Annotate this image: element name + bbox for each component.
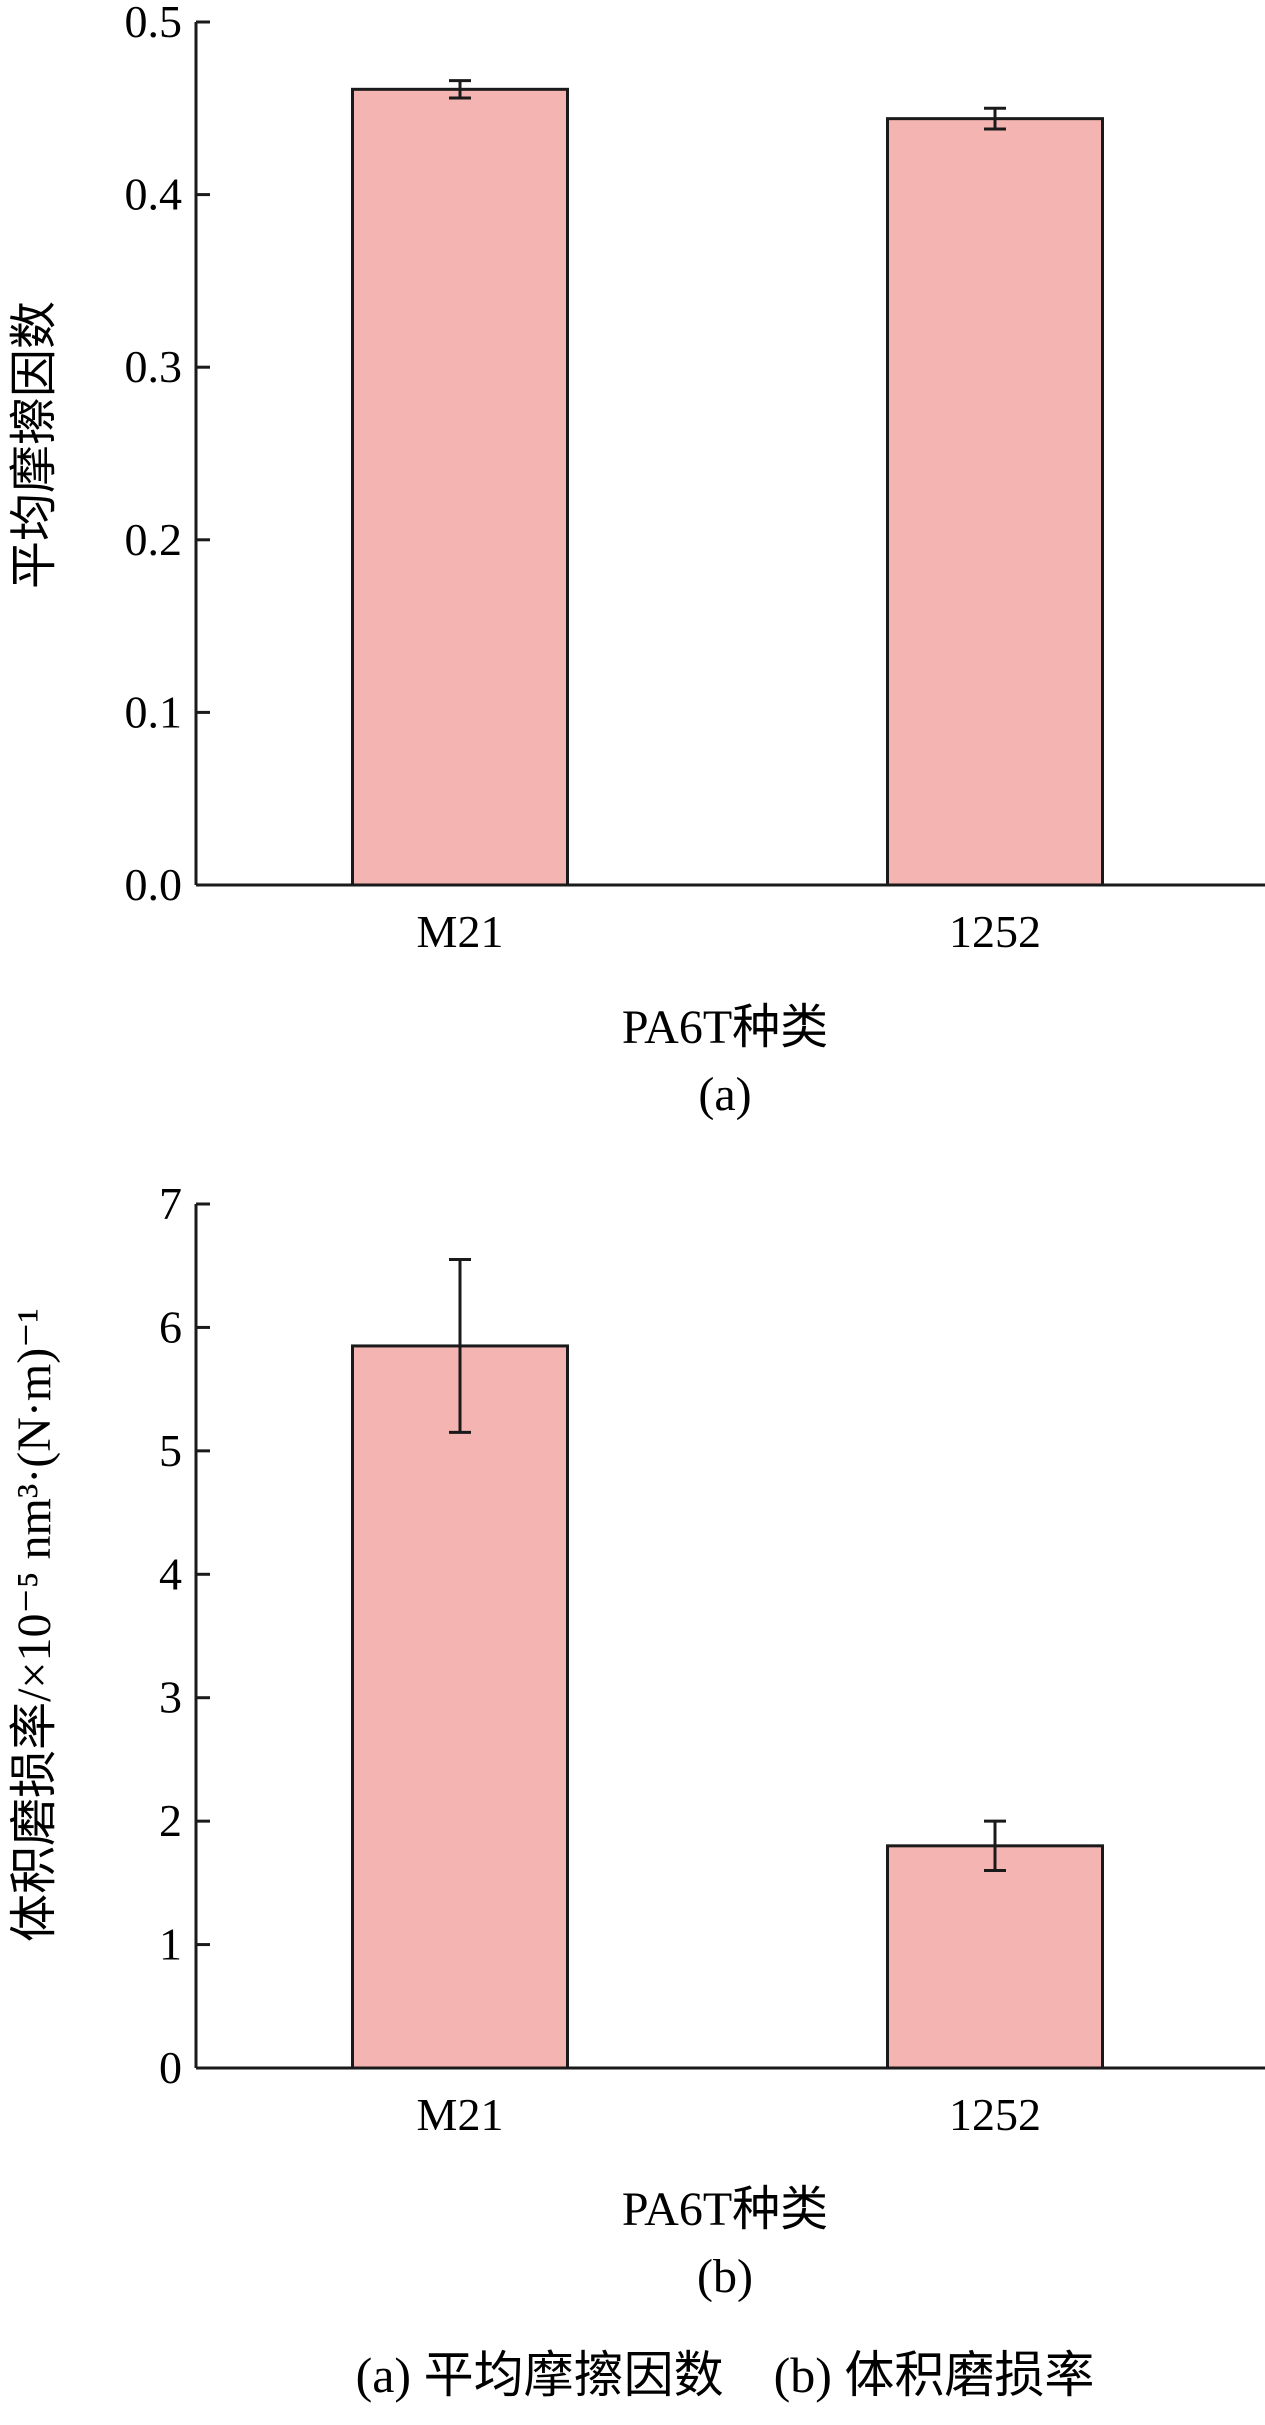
panel-a-x-axis-title: PA6T种类 — [622, 1001, 828, 1054]
y-tick-label: 0.0 — [125, 859, 183, 910]
bar-1252 — [886, 1844, 1104, 2070]
y-tick-label: 0 — [159, 2042, 182, 2093]
y-tick-label: 0.1 — [125, 686, 183, 737]
y-tick-label: 2 — [159, 1795, 182, 1846]
bar-1252 — [886, 117, 1104, 887]
y-tick-label: 0.4 — [125, 169, 183, 220]
y-tick-label: 0.2 — [125, 514, 183, 565]
y-tick-label: 6 — [159, 1301, 182, 1352]
y-tick-label: 0.3 — [125, 341, 183, 392]
x-tick-label: M21 — [417, 2089, 504, 2140]
panel-b-wear-rate-chart: 0 1 2 3 4 5 6 7 M21 1252 PA6T种类 体积磨损率/×10⁻⁵ nm³·(… — [8, 1178, 1265, 2303]
y-tick-label: 5 — [159, 1425, 182, 1476]
x-tick-label: M21 — [417, 906, 504, 957]
panel-b-marks: 0 1 2 3 4 5 6 7 M21 1252 — [159, 1178, 1265, 2140]
panel-a-y-axis-title: 平均摩擦因数 — [8, 301, 61, 589]
panel-a-marks: 0.0 0.1 0.2 0.3 0.4 0.5 M21 1252 — [125, 0, 1265, 957]
y-tick-label: 4 — [159, 1548, 182, 1599]
panel-b-y-axis-title: 体积磨损率/×10⁻⁵ nm³·(N·m)⁻¹ — [8, 1308, 61, 1942]
y-tick-label: 1 — [159, 1919, 182, 1970]
bar-M21 — [351, 87, 569, 887]
figure-caption: (a) 平均摩擦因数 (b) 体积磨损率 — [356, 2347, 1095, 2403]
y-tick-label: 7 — [159, 1178, 182, 1229]
panel-a-label: (a) — [698, 1068, 751, 1121]
panel-b-x-axis-title: PA6T种类 — [622, 2183, 828, 2236]
x-tick-label: 1252 — [949, 2089, 1041, 2140]
y-tick-label: 3 — [159, 1672, 182, 1723]
panel-b-label: (b) — [697, 2250, 753, 2303]
bar-M21 — [351, 1344, 569, 2070]
x-tick-label: 1252 — [949, 906, 1041, 957]
y-tick-label: 0.5 — [125, 0, 183, 47]
